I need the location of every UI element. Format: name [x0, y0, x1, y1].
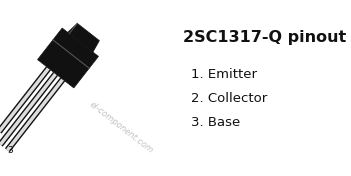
Text: 3: 3: [7, 146, 13, 155]
Text: 1. Emitter: 1. Emitter: [191, 68, 257, 81]
Text: 3. Base: 3. Base: [191, 116, 240, 129]
Text: 2SC1317-Q pinout: 2SC1317-Q pinout: [183, 30, 346, 45]
Polygon shape: [38, 28, 98, 88]
Polygon shape: [68, 23, 99, 52]
Text: 2. Collector: 2. Collector: [191, 92, 267, 105]
Text: el-component.com: el-component.com: [87, 99, 154, 155]
